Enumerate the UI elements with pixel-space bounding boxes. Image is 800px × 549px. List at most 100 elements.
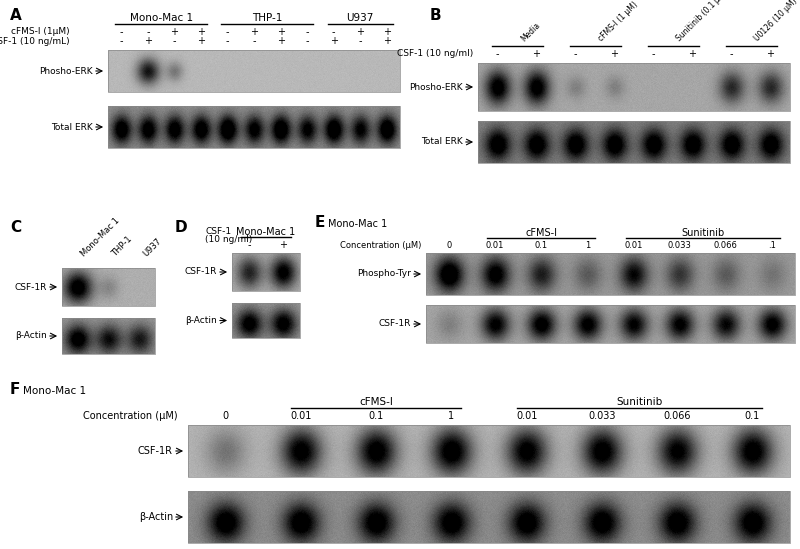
Text: Sunitinib: Sunitinib <box>616 397 662 407</box>
Text: +: + <box>382 27 390 37</box>
Bar <box>426 305 795 343</box>
Text: β-Actin: β-Actin <box>15 332 47 340</box>
Text: Mono-Mac 1: Mono-Mac 1 <box>23 386 86 396</box>
Text: Phospho-Tyr: Phospho-Tyr <box>357 270 411 278</box>
Text: Concentration (μM): Concentration (μM) <box>83 411 178 421</box>
Text: Concentration (μM): Concentration (μM) <box>340 240 421 249</box>
Text: +: + <box>533 49 541 59</box>
Text: -: - <box>119 36 123 46</box>
Text: Mono-Mac 1: Mono-Mac 1 <box>79 216 122 258</box>
Text: Sunitinib: Sunitinib <box>681 228 724 238</box>
Text: +: + <box>144 36 152 46</box>
Text: 0.066: 0.066 <box>714 240 738 249</box>
Text: -: - <box>252 36 256 46</box>
Text: +: + <box>277 36 285 46</box>
Bar <box>188 425 790 477</box>
Text: +: + <box>277 27 285 37</box>
Text: .1: .1 <box>768 240 776 249</box>
Text: β-Actin: β-Actin <box>186 316 217 325</box>
Bar <box>478 121 790 163</box>
Text: +: + <box>170 27 178 37</box>
Text: -: - <box>358 36 362 46</box>
Text: Total ERK: Total ERK <box>422 137 463 147</box>
Text: Mono-Mac 1: Mono-Mac 1 <box>130 13 193 23</box>
Bar <box>62 268 155 306</box>
Bar <box>478 63 790 111</box>
Text: +: + <box>356 27 364 37</box>
Text: 0.066: 0.066 <box>663 411 691 421</box>
Text: CSF-1 (10 ng/ml): CSF-1 (10 ng/ml) <box>397 49 473 59</box>
Text: Total ERK: Total ERK <box>51 122 93 132</box>
Text: 0.1: 0.1 <box>745 411 760 421</box>
Text: THP-1: THP-1 <box>110 234 134 258</box>
Text: -: - <box>574 49 578 59</box>
Text: A: A <box>10 8 22 23</box>
Text: -: - <box>496 49 499 59</box>
Text: +: + <box>330 36 338 46</box>
Text: β-Actin: β-Actin <box>138 512 173 522</box>
Text: Mono-Mac 1: Mono-Mac 1 <box>236 227 296 237</box>
Bar <box>426 253 795 295</box>
Text: Phosho-ERK: Phosho-ERK <box>410 82 463 92</box>
Text: -: - <box>226 36 230 46</box>
Text: CSF-1R: CSF-1R <box>14 283 47 292</box>
Text: 1: 1 <box>585 240 590 249</box>
Bar <box>108 50 400 92</box>
Text: CSF-1 (10 ng/mL): CSF-1 (10 ng/mL) <box>0 36 70 46</box>
Text: CSF-1: CSF-1 <box>205 227 231 237</box>
Text: CSF-1R: CSF-1R <box>138 446 173 456</box>
Text: 0.01: 0.01 <box>624 240 642 249</box>
Text: U0126 (10 μM): U0126 (10 μM) <box>753 0 799 43</box>
Text: +: + <box>382 36 390 46</box>
Text: -: - <box>332 27 335 37</box>
Bar <box>62 318 155 354</box>
Bar <box>188 491 790 543</box>
Text: 0.1: 0.1 <box>369 411 384 421</box>
Bar <box>108 106 400 148</box>
Text: 0.01: 0.01 <box>290 411 311 421</box>
Text: 1: 1 <box>448 411 454 421</box>
Text: -: - <box>226 27 230 37</box>
Text: (10 ng/ml): (10 ng/ml) <box>205 236 252 244</box>
Text: cFMS-I (1μM): cFMS-I (1μM) <box>11 27 70 36</box>
Text: -: - <box>730 49 734 59</box>
Text: +: + <box>766 49 774 59</box>
Text: 0.01: 0.01 <box>516 411 538 421</box>
Text: 0.033: 0.033 <box>588 411 616 421</box>
Text: E: E <box>315 215 326 230</box>
Text: Media: Media <box>519 20 542 43</box>
Text: +: + <box>279 240 287 250</box>
Text: 0.1: 0.1 <box>534 240 548 249</box>
Text: CSF-1R: CSF-1R <box>185 267 217 277</box>
Text: D: D <box>175 220 188 235</box>
Text: cFMS-I: cFMS-I <box>359 397 393 407</box>
Text: +: + <box>197 27 205 37</box>
Text: -: - <box>119 27 123 37</box>
Text: -: - <box>173 36 176 46</box>
Text: cFMS-I: cFMS-I <box>526 228 558 238</box>
Text: 0: 0 <box>222 411 229 421</box>
Text: cFMS-I (1 μM): cFMS-I (1 μM) <box>597 0 640 43</box>
Text: +: + <box>689 49 697 59</box>
Text: +: + <box>250 27 258 37</box>
Text: THP-1: THP-1 <box>252 13 282 23</box>
Bar <box>232 253 300 291</box>
Text: Mono-Mac 1: Mono-Mac 1 <box>328 219 387 229</box>
Text: -: - <box>146 27 150 37</box>
Text: C: C <box>10 220 21 235</box>
Text: +: + <box>610 49 618 59</box>
Text: -: - <box>306 27 309 37</box>
Text: 0: 0 <box>446 240 452 249</box>
Text: -: - <box>652 49 655 59</box>
Text: 0.033: 0.033 <box>668 240 692 249</box>
Text: Sunitinib (0.1 μM): Sunitinib (0.1 μM) <box>675 0 730 43</box>
Text: CSF-1R: CSF-1R <box>378 320 411 328</box>
Text: U937: U937 <box>346 13 374 23</box>
Text: B: B <box>430 8 442 23</box>
Bar <box>232 303 300 338</box>
Text: Phosho-ERK: Phosho-ERK <box>39 66 93 76</box>
Text: +: + <box>197 36 205 46</box>
Text: -: - <box>306 36 309 46</box>
Text: 0.01: 0.01 <box>486 240 504 249</box>
Text: U937: U937 <box>142 236 163 258</box>
